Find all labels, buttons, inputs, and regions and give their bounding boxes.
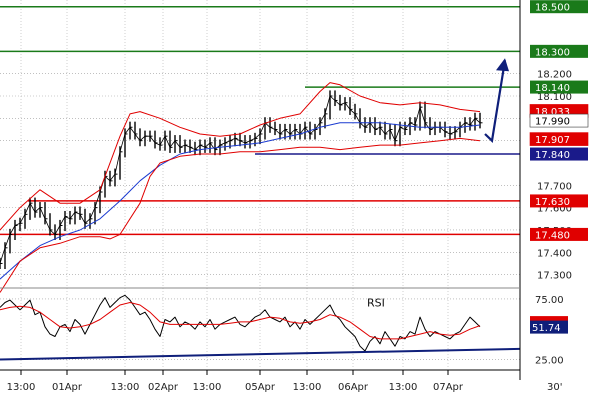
level-tag-label: 18.500 xyxy=(535,3,570,14)
x-tick-label: 13:00 xyxy=(111,382,140,393)
support-resistance-lines xyxy=(0,5,520,236)
x-tick-label: 13:00 xyxy=(293,382,322,393)
rsi-tick-label: 25.00 xyxy=(535,356,564,367)
price-tags: 18.500 18.300 18.140 17.840 17.630 17.480 18.0… xyxy=(529,0,589,334)
x-tick-label: 02Apr xyxy=(148,382,179,393)
x-tick-label: 13:00 xyxy=(7,382,36,393)
value-tag-label: 18.033 xyxy=(535,107,570,118)
level-tag-label: 17.480 xyxy=(535,230,570,241)
level-tag xyxy=(530,147,588,161)
x-tick-label: 06Apr xyxy=(338,382,369,393)
price-series xyxy=(0,82,483,293)
value-tag xyxy=(529,132,589,146)
x-axis-labels: 13:00 01Apr 13:00 02Apr 13:00 05Apr 13:00 06Apr… xyxy=(0,369,562,393)
value-tag-label: 17.907 xyxy=(535,135,570,146)
level-tag xyxy=(530,80,588,94)
rsi-line xyxy=(0,294,481,352)
price-tick-label: 17.600 xyxy=(537,204,572,215)
level-tag xyxy=(530,0,588,14)
x-tick-label: 13:00 xyxy=(193,382,222,393)
rsi-trendline xyxy=(0,347,521,361)
price-tick-label: 17.700 xyxy=(537,181,572,192)
x-tick-label: 05Apr xyxy=(245,382,276,393)
rsi-value-tag xyxy=(530,320,568,334)
moving-average-line xyxy=(0,122,481,280)
chart-annotations: RSI xyxy=(0,58,521,361)
rsi-tick-label: 75.00 xyxy=(535,295,564,306)
timeframe-label: 30' xyxy=(547,382,562,393)
rsi-series xyxy=(0,294,481,352)
rsi-average-line xyxy=(0,302,481,340)
rsi-value-label: 51.74 xyxy=(532,323,561,334)
price-tick-label: 17.400 xyxy=(537,248,572,259)
level-tag-label: 17.630 xyxy=(535,197,570,208)
price-tick-label: 18.100 xyxy=(537,92,572,103)
upper-band-line xyxy=(0,82,481,231)
level-tag xyxy=(530,194,588,208)
rsi-title: RSI xyxy=(367,297,385,310)
close-line xyxy=(0,95,481,264)
price-grid xyxy=(0,0,520,368)
x-tick-label: 01Apr xyxy=(52,382,83,393)
forecast-arrow-line xyxy=(484,60,507,143)
level-tag xyxy=(530,227,588,241)
x-tick-label: 07Apr xyxy=(433,382,464,393)
price-tick-label: 18.200 xyxy=(537,70,572,81)
level-tag-label: 17.840 xyxy=(535,150,570,161)
forecast-arrow-head xyxy=(496,58,509,72)
value-tag xyxy=(529,113,589,128)
level-tag xyxy=(530,44,588,58)
level-tag-label: 18.300 xyxy=(535,47,570,58)
value-tag-label: 17.990 xyxy=(535,117,570,128)
level-tag-label: 18.140 xyxy=(535,83,570,94)
lower-band-line xyxy=(0,137,481,293)
x-tick-label: 13:00 xyxy=(389,382,418,393)
price-tick-label: 17.300 xyxy=(537,271,572,282)
